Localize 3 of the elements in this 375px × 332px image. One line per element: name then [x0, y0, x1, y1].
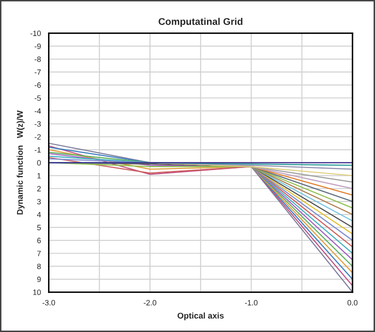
chart-title: Computatinal Grid [158, 18, 242, 27]
y-axis-title: Dynamic function W(z)/W [16, 110, 25, 214]
x-axis-title: Optical axis [178, 312, 224, 320]
